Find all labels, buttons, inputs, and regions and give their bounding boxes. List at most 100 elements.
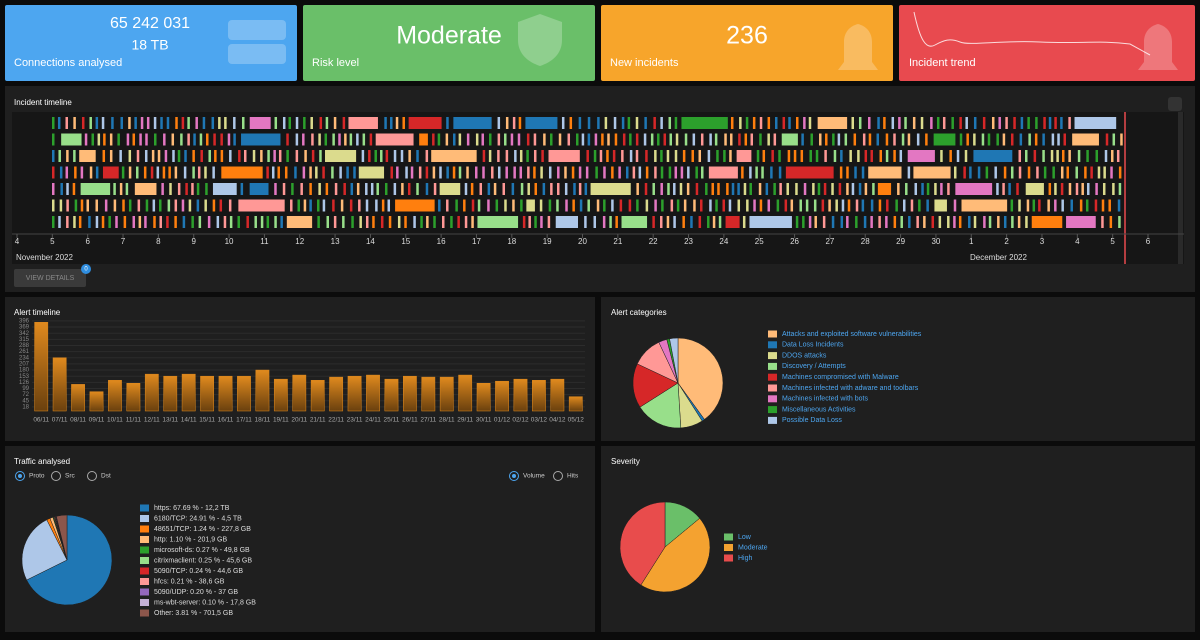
timeline-event [690,216,693,228]
radio[interactable] [87,471,97,481]
timeline-event [965,117,968,129]
radio[interactable] [509,471,519,481]
y-tick-label: 207 [19,361,30,367]
timeline-event [1060,117,1063,129]
x-tick-label: 18/11 [255,417,271,424]
timeline-event [666,150,670,162]
timeline-event [770,166,773,179]
timeline-event [134,117,137,129]
day-label: 29 [896,237,905,246]
panel-title: Severity [611,457,640,466]
legend-label: https: 67.69 % - 12,2 TB [154,505,230,512]
timeline-event [242,117,245,129]
legend-label: Discovery / Attempts [782,363,846,370]
timeline-event [297,199,300,212]
timeline-event [1010,199,1014,212]
timeline-event [718,216,722,228]
timeline-event [595,166,598,179]
timeline-event [79,150,96,162]
timeline-event [1095,183,1098,195]
timeline-event [1068,183,1072,195]
timeline-event [332,133,335,146]
legend-label: microsoft-ds: 0.27 % - 49,8 GB [154,547,250,554]
timeline-event [885,133,889,146]
legend-label: Low [738,534,752,541]
timeline-event [512,199,515,212]
bar [144,373,159,412]
legend-label: 48651/TCP: 1.24 % - 227,8 GB [154,526,251,533]
radio-label[interactable]: Src [65,473,76,480]
bar [71,384,85,412]
timeline-event [520,183,524,195]
timeline-event [103,133,106,146]
timeline-event [1047,199,1050,212]
y-tick-label: 45 [22,398,29,404]
timeline-event [350,183,354,195]
timeline-event [1025,216,1028,228]
timeline-event [604,117,608,129]
timeline-event [597,117,600,129]
pie-slice [21,519,68,581]
view-details-button[interactable] [14,269,86,287]
timeline-event [625,166,629,179]
day-label: 15 [401,237,410,246]
timeline-event [273,150,276,162]
timeline-event [195,117,198,129]
radio-label[interactable]: Proto [29,473,45,480]
timeline-event [514,150,517,162]
timeline-event [724,133,727,146]
timeline-event [996,183,999,195]
badge [81,264,91,274]
timeline-event [800,150,804,162]
timeline-event [691,150,694,162]
timeline-event [861,166,865,179]
timeline-event [904,117,907,129]
timeline-event [122,199,125,212]
timeline-event [822,216,826,228]
fullscreen-button[interactable] [1168,97,1182,111]
timeline-event [805,199,809,212]
legend-label: Machines infected with bots [782,396,868,403]
radio-label[interactable]: Dst [101,473,111,480]
timeline-event [868,166,902,179]
timeline-event [311,150,315,162]
timeline-event [534,216,537,228]
timeline-event [66,199,69,212]
y-tick-label: 234 [19,355,30,361]
timeline-event [863,216,867,228]
radio[interactable] [15,471,25,481]
y-tick-label: 396 [19,318,30,324]
timeline-event [66,183,69,195]
radio-label[interactable]: Volume [523,473,545,480]
timeline-event [457,216,460,228]
x-tick-label: 20/11 [291,417,307,424]
timeline-event [847,199,851,212]
radio[interactable] [553,471,563,481]
timeline-event [853,133,857,146]
radio-label[interactable]: Hits [567,473,579,480]
timeline-event [810,133,813,146]
button-label[interactable]: VIEW DETAILS [26,275,75,282]
timeline-event [471,216,474,228]
timeline-event [1002,133,1006,146]
timeline-event [128,166,132,179]
timeline-event [773,133,777,146]
timeline-event [709,133,712,146]
timeline-event [558,133,562,146]
x-tick-label: 29/11 [457,417,473,424]
bar [126,382,141,412]
timeline-event [846,166,849,179]
timeline-event [303,117,306,129]
timeline-event [1117,199,1121,212]
bar [181,373,196,412]
timeline-event [1075,166,1078,179]
timeline-event [191,216,194,228]
timeline-event [453,117,492,129]
timeline-event [199,133,203,146]
card [899,5,1195,81]
timeline-event [356,183,360,195]
timeline-event [192,150,195,162]
timeline-event [660,166,664,179]
radio[interactable] [51,471,61,481]
timeline-event [1048,183,1052,195]
